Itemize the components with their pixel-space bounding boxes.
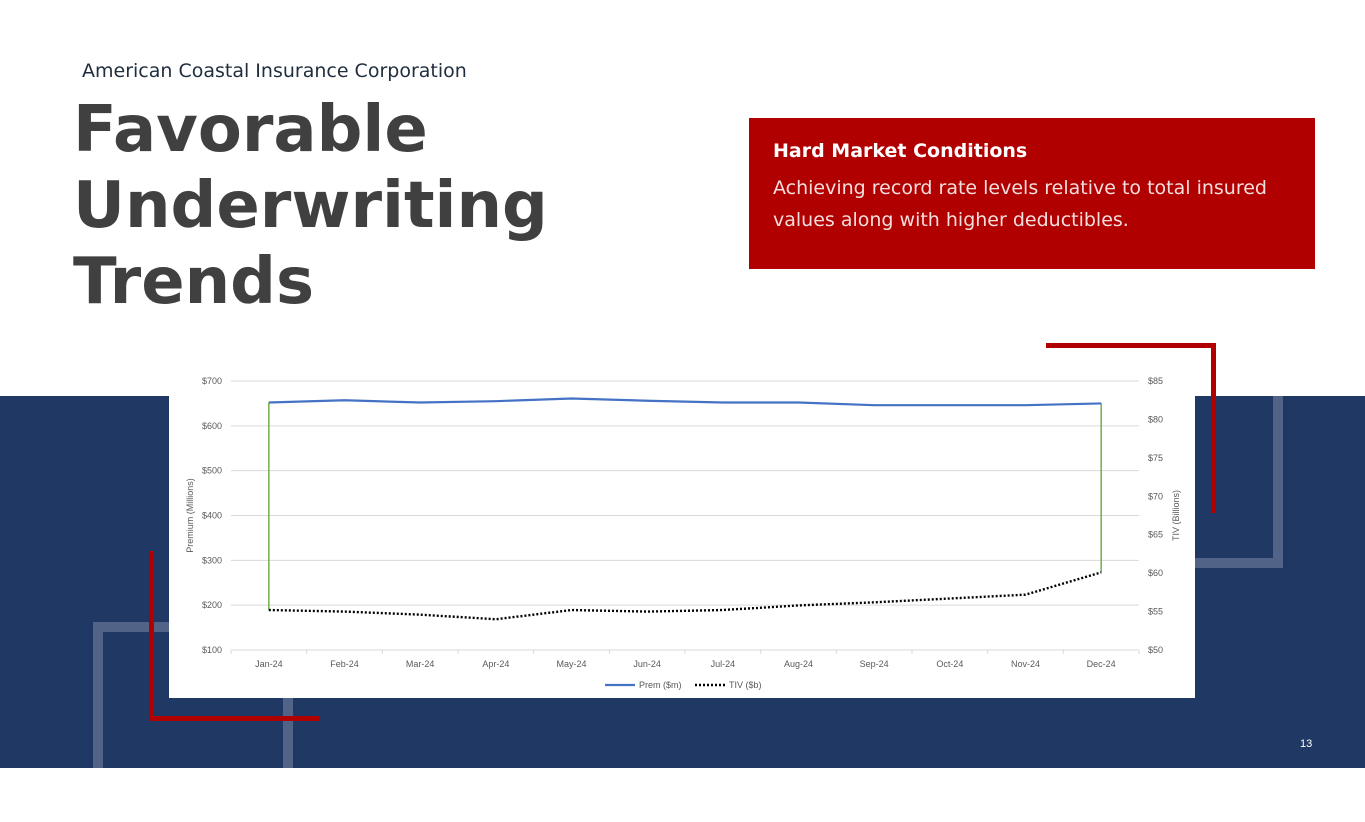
callout-box: Hard Market Conditions Achieving record … — [749, 118, 1315, 269]
y2-tick-label: $65 — [1148, 530, 1163, 540]
x-tick-label: Feb-24 — [330, 659, 359, 669]
legend-label-tiv: TIV ($b) — [729, 680, 762, 690]
company-name: American Coastal Insurance Corporation — [82, 60, 467, 82]
y-tick-label: $200 — [202, 600, 222, 610]
x-tick-label: Mar-24 — [406, 659, 435, 669]
x-tick-label: Jun-24 — [633, 659, 661, 669]
y-tick-label: $500 — [202, 466, 222, 476]
page-number: 13 — [1300, 738, 1313, 750]
x-tick-label: Nov-24 — [1011, 659, 1040, 669]
y2-tick-label: $70 — [1148, 491, 1163, 501]
y2-tick-label: $85 — [1148, 376, 1163, 386]
y2-tick-label: $75 — [1148, 453, 1163, 463]
y-tick-label: $600 — [202, 421, 222, 431]
y2-tick-label: $60 — [1148, 568, 1163, 578]
x-tick-label: Sep-24 — [860, 659, 889, 669]
title-line-1: Favorable — [73, 93, 428, 167]
decorative-frame-right — [1175, 290, 1283, 568]
callout-text: Achieving record rate levels relative to… — [773, 177, 1267, 231]
x-tick-label: Dec-24 — [1087, 659, 1116, 669]
red-bracket-right — [1046, 343, 1216, 513]
callout-title: Hard Market Conditions — [773, 140, 1028, 162]
y-axis-title: Premium (Millions) — [185, 478, 195, 553]
y-tick-label: $400 — [202, 511, 222, 521]
x-tick-label: Apr-24 — [482, 659, 509, 669]
page-title: Favorable Underwriting Trends — [73, 92, 633, 320]
line-chart: $100 $200 $300 $400 $500 $600 $700 $50 $55 $60 $65… — [185, 376, 1181, 690]
legend-label-prem: Prem ($m) — [639, 680, 682, 690]
y2-axis-title: TIV (Billions) — [1171, 490, 1181, 541]
x-tick-label: Jul-24 — [711, 659, 736, 669]
title-line-2: Underwriting — [73, 169, 548, 243]
x-tick-label: Jan-24 — [255, 659, 283, 669]
chart-card: $100 $200 $300 $400 $500 $600 $700 $50 $55 $60 $65… — [169, 364, 1195, 698]
y2-tick-label: $55 — [1148, 607, 1163, 617]
y2-tick-label: $50 — [1148, 645, 1163, 655]
x-tick-label: Oct-24 — [936, 659, 963, 669]
red-bracket-left — [149, 551, 319, 721]
y-tick-label: $300 — [202, 555, 222, 565]
y-tick-label: $100 — [202, 645, 222, 655]
series-line-prem — [268, 397, 1102, 407]
x-tick-label: May-24 — [556, 659, 586, 669]
y2-tick-label: $80 — [1148, 414, 1163, 424]
x-tick-label: Aug-24 — [784, 659, 813, 669]
series-line-tiv — [268, 571, 1102, 621]
y-tick-label: $700 — [202, 376, 222, 386]
title-line-3: Trends — [73, 245, 315, 319]
